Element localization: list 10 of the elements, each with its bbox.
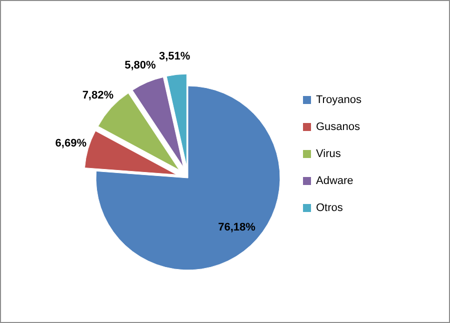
data-label: 76,18% <box>218 222 256 234</box>
data-label: 6,69% <box>55 138 87 150</box>
legend-label: Virus <box>316 148 342 160</box>
data-label: 3,51% <box>158 50 190 63</box>
data-label: 7,82% <box>82 90 114 102</box>
legend-label: Troyanos <box>316 94 362 106</box>
legend-label: Otros <box>316 202 344 214</box>
legend-label: Adware <box>316 174 354 187</box>
data-label: 5,80% <box>124 60 156 72</box>
legend-label: Gusanos <box>316 120 361 133</box>
